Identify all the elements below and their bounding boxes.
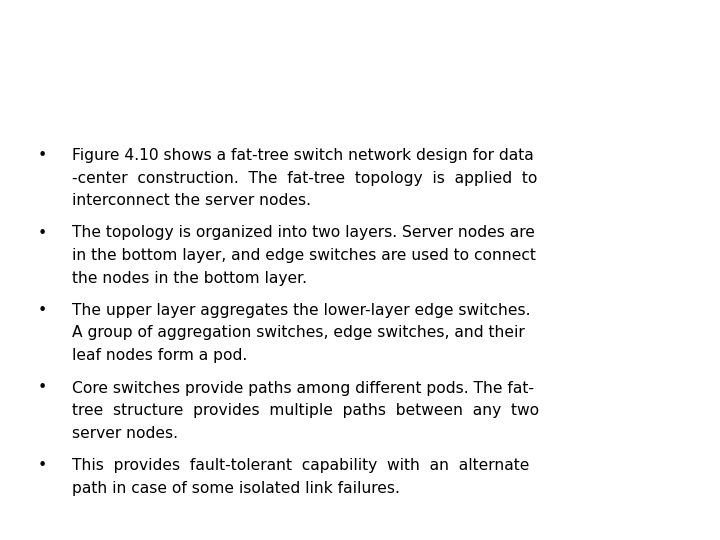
Text: -center  construction.  The  fat-tree  topology  is  applied  to: -center construction. The fat-tree topol… — [72, 171, 537, 186]
Text: path in case of some isolated link failures.: path in case of some isolated link failu… — [72, 481, 400, 496]
Text: in the bottom layer, and edge switches are used to connect: in the bottom layer, and edge switches a… — [72, 248, 536, 263]
Text: •: • — [38, 458, 48, 473]
Text: This  provides  fault-tolerant  capability  with  an  alternate: This provides fault-tolerant capability … — [72, 458, 529, 473]
Text: •: • — [38, 381, 48, 395]
Text: the nodes in the bottom layer.: the nodes in the bottom layer. — [72, 271, 307, 286]
Text: server nodes.: server nodes. — [72, 426, 178, 441]
Text: interconnect the server nodes.: interconnect the server nodes. — [72, 193, 311, 208]
Text: •: • — [38, 148, 48, 163]
Text: •: • — [38, 303, 48, 318]
Text: leaf nodes form a pod.: leaf nodes form a pod. — [72, 348, 247, 363]
Text: Core switches provide paths among different pods. The fat-: Core switches provide paths among differ… — [72, 381, 534, 395]
Text: The upper layer aggregates the lower-layer edge switches.: The upper layer aggregates the lower-lay… — [72, 303, 531, 318]
Text: A group of aggregation switches, edge switches, and their: A group of aggregation switches, edge sw… — [72, 326, 525, 341]
Text: tree  structure  provides  multiple  paths  between  any  two: tree structure provides multiple paths b… — [72, 403, 539, 418]
Text: •: • — [38, 226, 48, 240]
Text: Figure 4.10 shows a fat-tree switch network design for data: Figure 4.10 shows a fat-tree switch netw… — [72, 148, 534, 163]
Text: The topology is organized into two layers. Server nodes are: The topology is organized into two layer… — [72, 226, 535, 240]
